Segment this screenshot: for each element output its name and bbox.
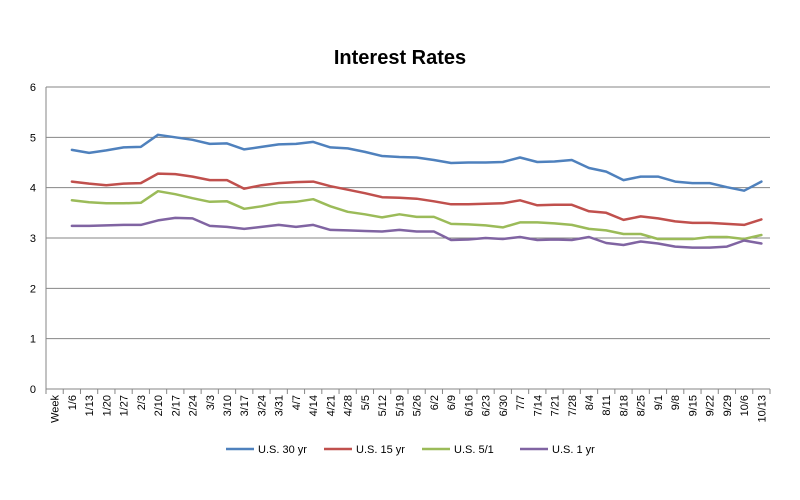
x-tick-label: 8/4 (584, 395, 596, 410)
y-tick-label: 5 (30, 132, 36, 144)
x-tick-label: 10/6 (739, 395, 751, 416)
x-tick-label: 3/31 (274, 395, 286, 416)
x-tick-label: 5/19 (394, 395, 406, 416)
series-line-u-s-15-yr (70, 172, 763, 227)
legend-label: U.S. 1 yr (552, 444, 595, 456)
y-tick-label: 3 (30, 233, 36, 245)
series-line-u-s-30-yr (70, 133, 763, 192)
x-tick-label: 6/16 (463, 395, 475, 416)
x-tick-label: 5/5 (360, 395, 372, 410)
x-tick-label: 6/9 (446, 395, 458, 410)
x-tick-label: 4/7 (291, 395, 303, 410)
y-tick-label: 4 (30, 183, 36, 195)
x-tick-label: 9/15 (687, 395, 699, 416)
legend-label: U.S. 5/1 (454, 444, 494, 456)
axes: 0 1 2 3 4 5 6 Week 1/6 1/13 1/20 1/27 2/3 2/10 2/17 2/2… (30, 82, 771, 423)
x-tick-label: 2/24 (188, 395, 200, 416)
x-tick-label: 7/7 (515, 395, 527, 410)
x-tick-label: 5/12 (377, 395, 389, 416)
x-tick-label: 7/28 (567, 395, 579, 416)
x-tick-label: 3/3 (205, 395, 217, 410)
x-tick-label: 7/21 (550, 395, 562, 416)
x-tick-label: 6/23 (481, 395, 493, 416)
y-tick-label: 0 (30, 384, 36, 396)
x-tick-label: 9/29 (722, 395, 734, 416)
x-tick-label: Week (50, 395, 62, 423)
x-tick-label: 6/2 (429, 395, 441, 410)
grid-lines (46, 86, 770, 340)
x-tick-label: 4/28 (343, 395, 355, 416)
x-tick-label: 2/3 (136, 395, 148, 410)
x-tick-label: 9/22 (705, 395, 717, 416)
x-tick-label: 4/21 (325, 395, 337, 416)
x-tick-label: 3/17 (239, 395, 251, 416)
x-tick-label: 1/20 (101, 395, 113, 416)
series-line-u-s-5-1 (70, 189, 763, 241)
series-lines (70, 133, 763, 249)
x-tick-label: 8/25 (636, 395, 648, 416)
x-tick-label: 8/18 (618, 395, 630, 416)
x-tick-label: 6/30 (498, 395, 510, 416)
y-tick-label: 2 (30, 283, 36, 295)
x-tick-label: 5/26 (412, 395, 424, 416)
chart-title: Interest Rates (334, 47, 466, 69)
x-tick-label: 7/14 (532, 395, 544, 416)
x-tick-label: 9/1 (653, 395, 665, 410)
x-tick-label: 1/13 (84, 395, 96, 416)
x-tick-label: 4/14 (308, 395, 320, 416)
x-tick-label: 10/13 (756, 395, 768, 423)
legend: U.S. 30 yr U.S. 15 yr U.S. 5/1 U.S. 1 yr (226, 444, 595, 456)
y-tick-label: 1 (30, 334, 36, 346)
x-tick-label: 2/10 (153, 395, 165, 416)
x-tick-label: 1/6 (67, 395, 79, 410)
x-tick-label: 3/24 (256, 395, 268, 416)
x-tick-label: 8/11 (601, 395, 613, 416)
legend-label: U.S. 30 yr (258, 444, 307, 456)
x-tick-label: 2/17 (170, 395, 182, 416)
x-tick-label: 3/10 (222, 395, 234, 416)
x-tick-label: 9/8 (670, 395, 682, 410)
y-tick-label: 6 (30, 82, 36, 94)
legend-label: U.S. 15 yr (356, 444, 405, 456)
series-line-u-s-1-yr (70, 216, 763, 249)
x-tick-label: 1/27 (119, 395, 131, 416)
